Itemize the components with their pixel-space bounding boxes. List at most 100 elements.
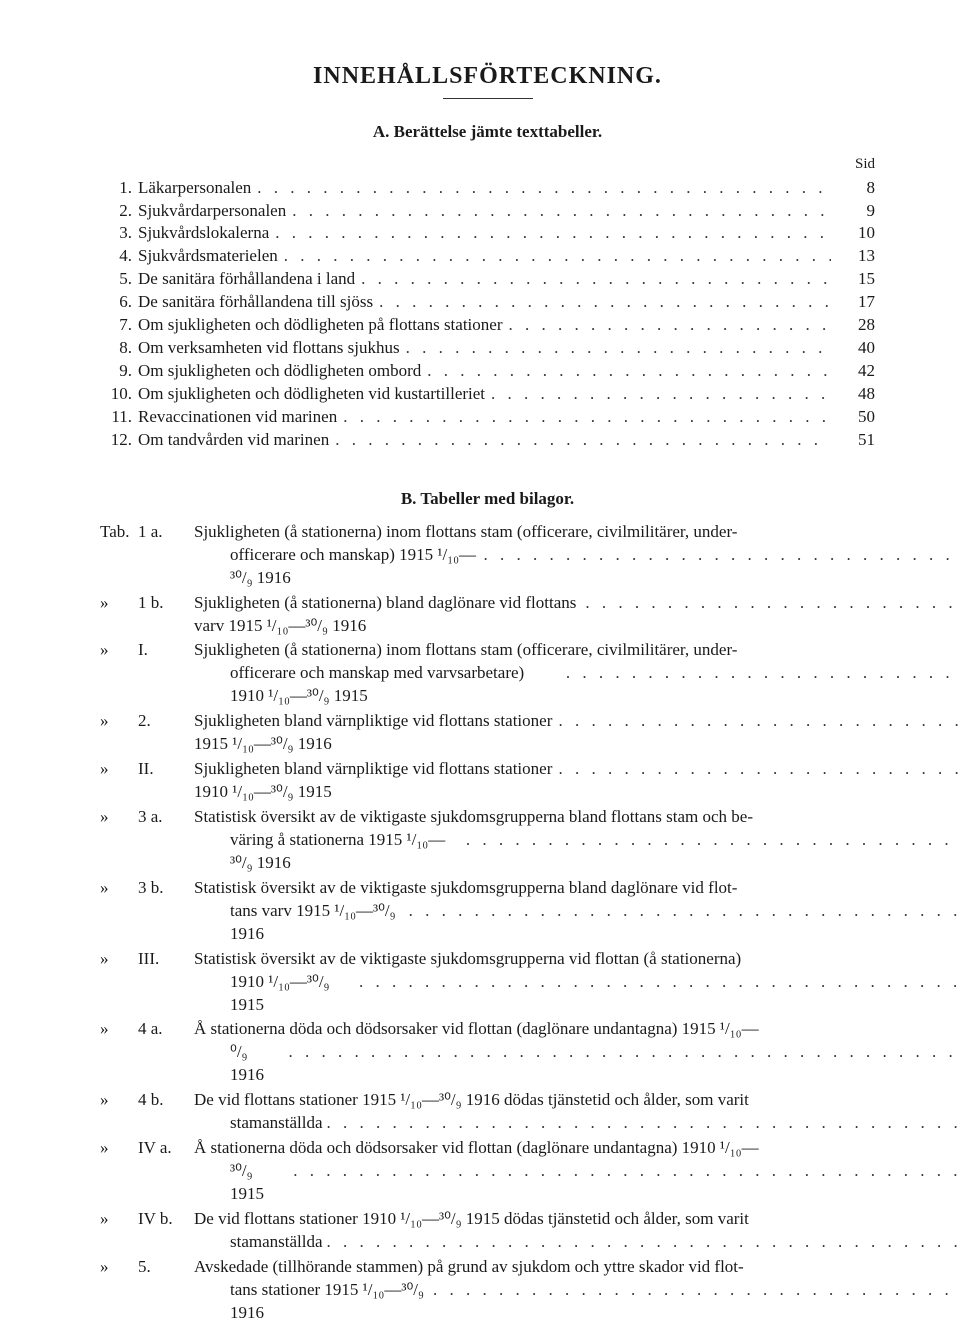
- dot-leaders: . . . . . . . . . . . . . . . . . . . . …: [329, 429, 831, 452]
- toc-text: Om sjukligheten och dödligheten vid kust…: [138, 383, 485, 406]
- toc-row: 9.Om sjukligheten och dödligheten ombord…: [100, 360, 875, 383]
- toc-label-wrap: Om sjukligheten och dödligheten på flott…: [138, 314, 831, 337]
- table-line: tans varv 1915 ¹/₁₀—³⁰/₉ 1916. . . . . .…: [194, 900, 960, 946]
- table-body: Å stationerna döda och dödsorsaker vid f…: [194, 1137, 960, 1206]
- dot-leaders: . . . . . . . . . . . . . . . . . . . . …: [355, 268, 831, 291]
- toc-page: 13: [831, 245, 875, 268]
- table-entry: »II.Sjukligheten bland värnpliktige vid …: [100, 758, 875, 804]
- table-key-number: 4 b.: [138, 1089, 164, 1112]
- table-text: Sjukligheten (å stationerna) bland daglö…: [194, 592, 581, 638]
- toc-text: De sanitära förhållandena i land: [138, 268, 355, 291]
- table-line: Sjukligheten (å stationerna) inom flotta…: [194, 521, 960, 544]
- table-key-prefix: »: [100, 639, 138, 662]
- toc-row: 5.De sanitära förhållandena i land. . . …: [100, 268, 875, 291]
- dot-leaders: . . . . . . . . . . . . . . . . . . . . …: [554, 758, 960, 781]
- toc-number: 4.: [100, 245, 138, 268]
- table-text: Sjukligheten (å stationerna) inom flotta…: [194, 521, 737, 544]
- dot-leaders: . . . . . . . . . . . . . . . . . . . . …: [405, 900, 960, 923]
- dot-leaders: . . . . . . . . . . . . . . . . . . . . …: [581, 592, 960, 615]
- table-entry: »III.Statistisk översikt av de viktigast…: [100, 948, 875, 1017]
- table-text: officerare och manskap) 1915 ¹/₁₀—³⁰/₉ 1…: [230, 544, 480, 590]
- toc-label-wrap: Läkarpersonalen. . . . . . . . . . . . .…: [138, 177, 831, 200]
- table-key-prefix: »: [100, 1137, 138, 1160]
- toc-row: 11.Revaccinationen vid marinen. . . . . …: [100, 406, 875, 429]
- table-body: Sjukligheten (å stationerna) bland daglö…: [194, 592, 960, 638]
- toc-number: 3.: [100, 222, 138, 245]
- table-line: officerare och manskap med varvsarbetare…: [194, 662, 960, 708]
- dot-leaders: . . . . . . . . . . . . . . . . . . . . …: [462, 829, 960, 852]
- toc-row: 1.Läkarpersonalen. . . . . . . . . . . .…: [100, 177, 875, 200]
- section-b: B. Tabeller med bilagor. Tab.1 a.Sjuklig…: [100, 488, 875, 1325]
- dot-leaders: . . . . . . . . . . . . . . . . . . . . …: [502, 314, 831, 337]
- toc-row: 10.Om sjukligheten och dödligheten vid k…: [100, 383, 875, 406]
- table-body: Statistisk översikt av de viktigaste sju…: [194, 877, 960, 946]
- table-text: Avskedade (tillhörande stammen) på grund…: [194, 1256, 744, 1279]
- table-key: »IV b.: [100, 1208, 194, 1231]
- toc-number: 5.: [100, 268, 138, 291]
- table-text: tans stationer 1915 ¹/₁₀—³⁰/₉ 1916: [230, 1279, 429, 1325]
- title-rule: [443, 98, 533, 99]
- toc-text: Om sjukligheten och dödligheten på flott…: [138, 314, 502, 337]
- table-line: ⁰/₉ 1916. . . . . . . . . . . . . . . . …: [194, 1041, 960, 1087]
- table-key-number: IV a.: [138, 1137, 172, 1160]
- table-key-prefix: »: [100, 806, 138, 829]
- table-text: Sjukligheten (å stationerna) inom flotta…: [194, 639, 737, 662]
- table-entry: »5.Avskedade (tillhörande stammen) på gr…: [100, 1256, 875, 1325]
- dot-leaders: . . . . . . . . . . . . . . . . . . . . …: [337, 406, 831, 429]
- table-line: Å stationerna döda och dödsorsaker vid f…: [194, 1018, 960, 1041]
- toc-row: 3.Sjukvårdslokalerna. . . . . . . . . . …: [100, 222, 875, 245]
- table-key-number: 4 a.: [138, 1018, 163, 1041]
- toc-label-wrap: Om tandvården vid marinen. . . . . . . .…: [138, 429, 831, 452]
- table-key-prefix: Tab.: [100, 521, 138, 544]
- toc-number: 6.: [100, 291, 138, 314]
- table-key-prefix: »: [100, 1089, 138, 1112]
- dot-leaders: . . . . . . . . . . . . . . . . . . . . …: [269, 222, 831, 245]
- table-body: De vid flottans stationer 1910 ¹/₁₀—³⁰/₉…: [194, 1208, 960, 1254]
- toc-number: 12.: [100, 429, 138, 452]
- section-a-list: 1.Läkarpersonalen. . . . . . . . . . . .…: [100, 177, 875, 452]
- table-key: »III.: [100, 948, 194, 971]
- toc-page: 51: [831, 429, 875, 452]
- table-entry: »IV a.Å stationerna döda och dödsorsaker…: [100, 1137, 875, 1206]
- table-text: stamanställda: [230, 1231, 323, 1254]
- toc-text: Om sjukligheten och dödligheten ombord: [138, 360, 421, 383]
- dot-leaders: . . . . . . . . . . . . . . . . . . . . …: [289, 1160, 960, 1183]
- table-line: väring å stationerna 1915 ¹/₁₀—³⁰/₉ 1916…: [194, 829, 960, 875]
- table-body: Sjukligheten (å stationerna) inom flotta…: [194, 521, 960, 590]
- toc-page: 28: [831, 314, 875, 337]
- table-line: officerare och manskap) 1915 ¹/₁₀—³⁰/₉ 1…: [194, 544, 960, 590]
- toc-page: 10: [831, 222, 875, 245]
- toc-page: 9: [831, 200, 875, 223]
- dot-leaders: . . . . . . . . . . . . . . . . . . . . …: [429, 1279, 960, 1302]
- dot-leaders: . . . . . . . . . . . . . . . . . . . . …: [480, 544, 960, 567]
- toc-number: 10.: [100, 383, 138, 406]
- table-line: ³⁰/₉ 1915. . . . . . . . . . . . . . . .…: [194, 1160, 960, 1206]
- table-text: De vid flottans stationer 1910 ¹/₁₀—³⁰/₉…: [194, 1208, 749, 1231]
- page-title: INNEHÅLLSFÖRTECKNING.: [100, 60, 875, 92]
- table-text: Å stationerna döda och dödsorsaker vid f…: [194, 1018, 759, 1041]
- section-b-list: Tab.1 a.Sjukligheten (å stationerna) ino…: [100, 521, 875, 1325]
- table-text: De vid flottans stationer 1915 ¹/₁₀—³⁰/₉…: [194, 1089, 749, 1112]
- table-text: Statistisk översikt av de viktigaste sju…: [194, 948, 741, 971]
- toc-row: 2.Sjukvårdarpersonalen. . . . . . . . . …: [100, 200, 875, 223]
- table-body: Å stationerna döda och dödsorsaker vid f…: [194, 1018, 960, 1087]
- table-key: »4 a.: [100, 1018, 194, 1041]
- toc-label-wrap: Sjukvårdslokalerna. . . . . . . . . . . …: [138, 222, 831, 245]
- dot-leaders: . . . . . . . . . . . . . . . . . . . . …: [485, 383, 831, 406]
- toc-text: Om tandvården vid marinen: [138, 429, 329, 452]
- toc-number: 11.: [100, 406, 138, 429]
- table-entry: »3 a.Statistisk översikt av de viktigast…: [100, 806, 875, 875]
- table-key-prefix: »: [100, 877, 138, 900]
- table-line: Avskedade (tillhörande stammen) på grund…: [194, 1256, 960, 1279]
- table-key: »3 a.: [100, 806, 194, 829]
- toc-page: 8: [831, 177, 875, 200]
- table-key: »3 b.: [100, 877, 194, 900]
- toc-text: Revaccinationen vid marinen: [138, 406, 337, 429]
- toc-number: 1.: [100, 177, 138, 200]
- table-key-prefix: »: [100, 758, 138, 781]
- table-key: »II.: [100, 758, 194, 781]
- table-line: stamanställda. . . . . . . . . . . . . .…: [194, 1231, 960, 1254]
- table-key: »4 b.: [100, 1089, 194, 1112]
- toc-number: 7.: [100, 314, 138, 337]
- table-entry: »2.Sjukligheten bland värnpliktige vid f…: [100, 710, 875, 756]
